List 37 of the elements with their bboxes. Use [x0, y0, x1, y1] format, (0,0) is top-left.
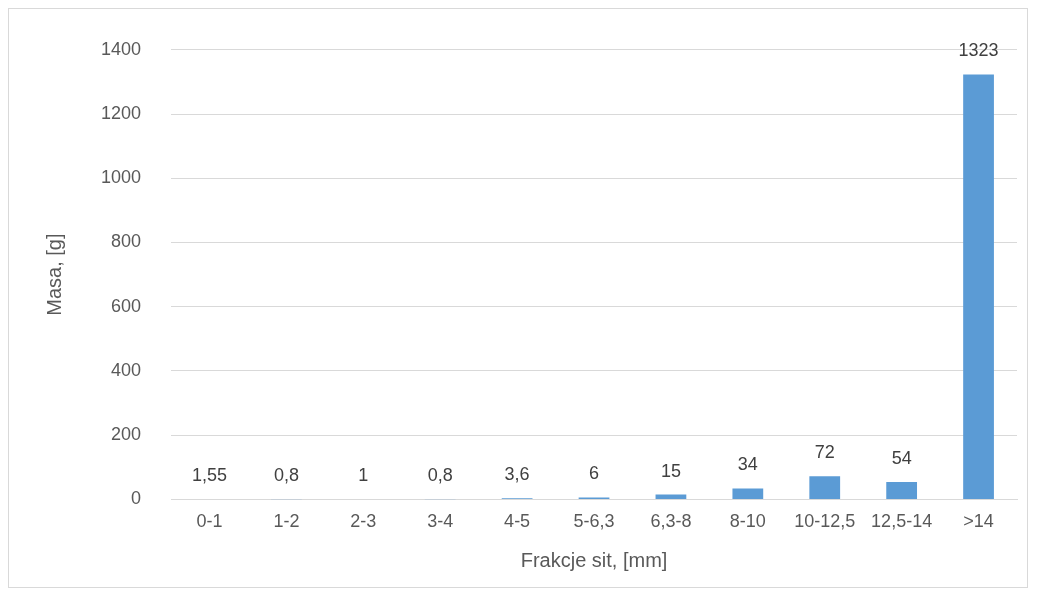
data-label: 1	[358, 465, 369, 486]
data-label: 34	[737, 454, 758, 475]
x-tick-label: 6,3-8	[650, 511, 692, 532]
bar	[809, 476, 841, 499]
y-tick-label: 1000	[101, 167, 142, 188]
data-label: 72	[814, 442, 835, 463]
data-label: 0,8	[427, 465, 453, 486]
bar	[732, 488, 764, 499]
y-axis-title: Masa, [g]	[42, 233, 65, 316]
x-axis-title: Frakcje sit, [mm]	[520, 548, 668, 571]
x-tick-label: 3-4	[427, 511, 454, 532]
x-tick-label: 0-1	[196, 511, 223, 532]
data-label: 6	[589, 463, 600, 484]
x-tick-label: 10-12,5	[794, 511, 856, 532]
y-tick-label: 1200	[101, 103, 142, 123]
x-tick-label: 5-6,3	[573, 511, 615, 532]
x-tick-label: 8-10	[729, 511, 766, 532]
data-label: 54	[891, 448, 912, 469]
bar	[886, 482, 918, 499]
y-tick-label: 200	[111, 424, 142, 445]
y-tick-label: 600	[111, 295, 142, 316]
bar	[963, 74, 994, 499]
y-tick-label: 1400	[101, 38, 142, 59]
y-tick-label: 400	[111, 359, 142, 380]
y-tick-label: 0	[131, 488, 142, 509]
data-label: 1323	[958, 40, 999, 61]
x-tick-label: >14	[963, 511, 994, 532]
y-tick-label: 800	[111, 231, 142, 252]
data-label: 0,8	[273, 465, 299, 486]
data-label: 15	[660, 460, 681, 481]
data-label: 3,6	[504, 464, 530, 485]
x-tick-label: 2-3	[350, 511, 377, 532]
x-tick-label: 4-5	[504, 511, 531, 532]
data-label: 1,55	[191, 464, 228, 485]
x-tick-label: 1-2	[273, 511, 300, 532]
x-tick-label: 12,5-14	[871, 511, 933, 532]
bar	[655, 494, 687, 499]
